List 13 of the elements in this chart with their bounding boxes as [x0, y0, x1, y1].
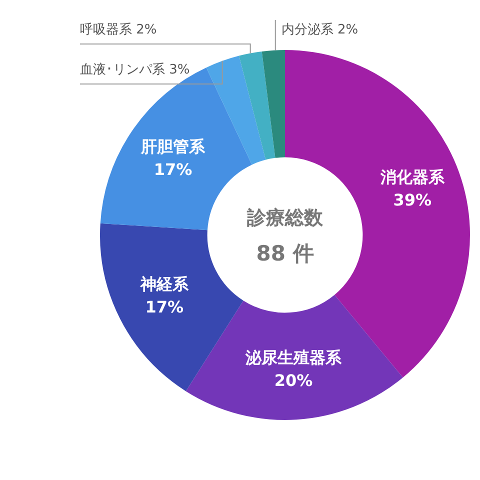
slice-label: 肝胆管系: [140, 137, 206, 156]
slice-label: 消化器系: [379, 167, 446, 186]
data-label: 39%: [393, 190, 432, 210]
slice-label: 神経系: [139, 274, 190, 294]
slice-label: 呼吸器系 2%: [80, 22, 157, 38]
data-label: 17%: [145, 298, 184, 317]
data-label: 20%: [274, 371, 313, 390]
slice-label: 血液･リンパ系 3%: [80, 62, 190, 78]
slice-label: 内分泌系 2%: [281, 22, 358, 38]
text: 診療総数: [246, 206, 324, 229]
slice-label: 泌尿生殖器系: [244, 348, 342, 368]
data-label: 17%: [154, 160, 192, 180]
text: 88 件: [256, 241, 314, 266]
